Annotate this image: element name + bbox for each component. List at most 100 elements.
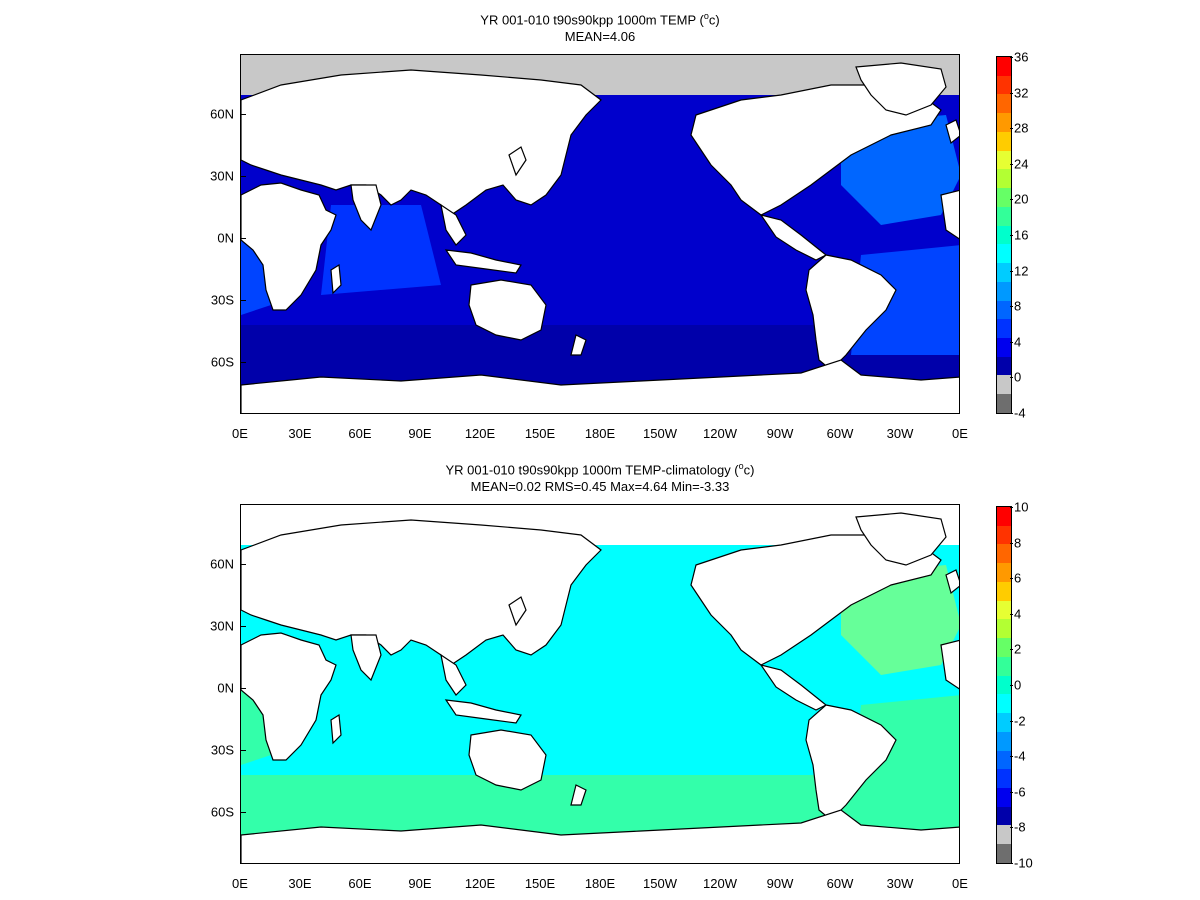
colorbar-segment xyxy=(997,731,1011,751)
y-tick-label: 30S xyxy=(210,742,234,758)
x-tick-label: 150E xyxy=(524,426,556,441)
colorbar-label: -8 xyxy=(1014,819,1026,835)
x-axis-labels: 0E 30E 60E 90E 120E 150E 180E 150W 120W 90W 60W 30W… xyxy=(232,876,968,894)
colorbar-segment xyxy=(997,544,1011,564)
colorbar-label: 32 xyxy=(1014,85,1029,101)
south-atlantic-region xyxy=(851,245,959,355)
x-tick-label: 60E xyxy=(348,426,372,441)
landmass-indonesia xyxy=(444,699,522,724)
colorbar-label: 16 xyxy=(1014,227,1029,243)
y-tick-label: 30N xyxy=(210,618,234,634)
colorbar-segment xyxy=(997,338,1011,357)
colorbar-segment xyxy=(997,825,1011,845)
x-tick-label: 90W xyxy=(766,876,794,891)
indian-ocean-region xyxy=(321,205,441,295)
x-tick-label: 150W xyxy=(643,426,677,441)
colorbar-segment xyxy=(997,844,1011,863)
landmass-india xyxy=(350,634,382,682)
colorbar-tick xyxy=(1010,863,1013,864)
panel-temperature: YR 001-010 t90s90kpp 1000m TEMP (oc) MEA… xyxy=(210,11,1029,441)
colorbar-label: 0 xyxy=(1014,677,1022,693)
x-tick-label: 150W xyxy=(643,876,677,891)
colorbar-tick xyxy=(1010,377,1013,379)
colorbar-label: 8 xyxy=(1014,298,1022,314)
colorbar-segment xyxy=(997,319,1011,339)
y-tick-mark xyxy=(240,626,246,627)
colorbar-segment xyxy=(997,75,1011,95)
landmass-madagascar xyxy=(330,713,342,745)
landmass-antarctica xyxy=(241,809,959,863)
colorbar-label: 8 xyxy=(1014,535,1022,551)
x-tick-label: 90W xyxy=(766,426,794,441)
y-tick-mark xyxy=(240,300,246,301)
y-tick-label: 0N xyxy=(217,680,234,696)
title-line-2: MEAN=4.06 xyxy=(564,29,636,45)
x-tick-label: 30E xyxy=(288,876,312,891)
colorbar-tick xyxy=(1010,270,1013,272)
landmass-europe-asia xyxy=(241,69,602,216)
south-atlantic-region xyxy=(851,695,959,805)
colorbar-segment xyxy=(997,206,1011,226)
y-tick-label: 30S xyxy=(210,292,234,308)
x-tick-label: 90E xyxy=(408,426,432,441)
x-tick-label: 30W xyxy=(886,876,914,891)
colorbar-label: 10 xyxy=(1014,499,1029,515)
x-tick-label: 90E xyxy=(408,876,432,891)
colorbar-label: 2 xyxy=(1014,641,1022,657)
colorbar-segment xyxy=(997,281,1011,301)
y-tick-label: 60N xyxy=(210,106,234,122)
x-tick-label: 30W xyxy=(886,426,914,441)
colorbar-label: -4 xyxy=(1014,405,1026,421)
colorbar-tick xyxy=(1010,720,1013,722)
landmass-madagascar xyxy=(330,263,342,295)
y-tick-label: 60N xyxy=(210,556,234,572)
y-tick-mark xyxy=(240,176,246,177)
colorbar-segment xyxy=(997,769,1011,789)
landmass-europe-asia xyxy=(241,519,602,666)
landmass-australia xyxy=(468,279,547,341)
indian-ocean-region xyxy=(321,655,441,745)
x-tick-label: 60W xyxy=(826,876,854,891)
y-tick-mark xyxy=(240,750,246,751)
colorbar-label: 12 xyxy=(1014,263,1029,279)
y-tick-mark xyxy=(240,564,246,565)
colorbar-segment xyxy=(997,375,1011,395)
panel-temperature-anomaly: YR 001-010 t90s90kpp 1000m TEMP-climatol… xyxy=(0,450,1200,900)
colorbar-segment xyxy=(997,188,1011,207)
x-tick-label: 0E xyxy=(232,426,248,441)
x-tick-label: 60E xyxy=(348,876,372,891)
landmass-africa xyxy=(241,632,337,761)
colorbar-tick xyxy=(1010,57,1013,58)
x-tick-label: 0E xyxy=(232,876,248,891)
x-tick-label: 180E xyxy=(584,876,616,891)
colorbar-tick xyxy=(1010,542,1013,544)
colorbar-segment xyxy=(997,94,1011,114)
colorbar-label: 6 xyxy=(1014,570,1022,586)
colorbar-segment xyxy=(997,113,1011,132)
colorbar-segment xyxy=(997,750,1011,770)
colorbar-label: 36 xyxy=(1014,49,1029,65)
colorbar-segment xyxy=(997,150,1011,170)
colorbar-segment xyxy=(997,394,1011,413)
landmass-north-america xyxy=(690,534,942,666)
colorbar-tick xyxy=(1010,756,1013,758)
landmass-japan xyxy=(508,146,527,177)
colorbar-label: 4 xyxy=(1014,334,1022,350)
landmass-uk xyxy=(945,569,959,595)
colorbar-segment xyxy=(997,169,1011,189)
y-tick-mark xyxy=(240,812,246,813)
landmass-new-zealand xyxy=(570,334,587,356)
landmass-japan xyxy=(508,596,527,627)
colorbar-label: -10 xyxy=(1014,855,1033,871)
colorbar-segment xyxy=(997,638,1011,657)
colorbar-segment xyxy=(997,356,1011,376)
colorbar-tick xyxy=(1010,578,1013,580)
y-tick-mark xyxy=(240,688,246,689)
colorbar-segment xyxy=(997,600,1011,620)
y-tick-mark xyxy=(240,238,246,239)
landmass-india xyxy=(350,184,382,232)
y-tick-mark xyxy=(240,114,246,115)
landmass-australia xyxy=(468,729,547,791)
colorbar-label: -6 xyxy=(1014,784,1026,800)
colorbar-label: 0 xyxy=(1014,369,1022,385)
